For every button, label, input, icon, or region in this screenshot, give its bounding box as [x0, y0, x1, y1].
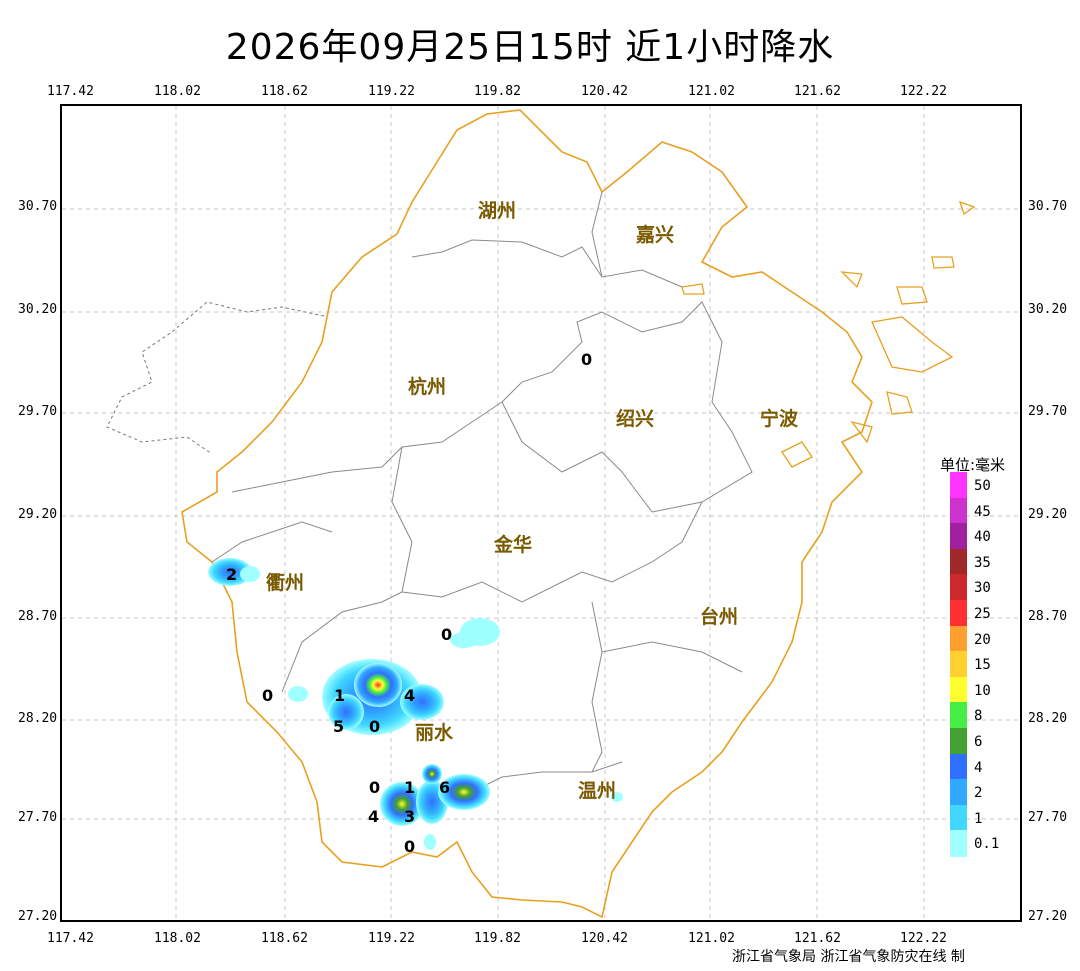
city-label-jiaxing: 嘉兴: [636, 224, 675, 246]
lon-tick-top: 119.82: [474, 84, 521, 99]
city-label-wenzhou: 温州: [578, 780, 617, 802]
lon-tick-top: 117.42: [47, 84, 94, 99]
lat-tick-left: 27.70: [18, 810, 58, 825]
station-value: 5: [333, 717, 345, 736]
lat-tick-left: 30.70: [18, 199, 58, 214]
lat-tick-left: 28.20: [18, 711, 58, 726]
station-value: 4: [404, 686, 416, 705]
lat-tick-left: 29.20: [18, 507, 58, 522]
city-label-quzhou: 衢州: [266, 572, 305, 594]
legend-swatch: [950, 548, 967, 576]
station-value: 0: [581, 350, 593, 369]
station-value: 3: [404, 807, 416, 826]
legend-swatch: [950, 702, 967, 729]
lon-tick-bottom: 118.02: [154, 931, 201, 946]
legend-swatch: [950, 830, 967, 857]
lon-tick-bottom: 120.42: [581, 931, 628, 946]
precip-areas: [208, 558, 623, 850]
islands: [681, 200, 976, 468]
graticule: [62, 106, 1020, 920]
station-value: 0: [404, 837, 416, 856]
credit-text: 浙江省气象局 浙江省气象防灾在线 制: [732, 949, 965, 965]
lat-tick-right: 30.70: [1028, 199, 1068, 214]
legend-label: 40: [974, 529, 991, 546]
station-value: 0: [441, 625, 453, 644]
legend-swatch: [950, 523, 967, 550]
lat-tick-right: 30.20: [1028, 302, 1068, 317]
legend-label: 20: [974, 631, 991, 648]
lon-tick-top: 119.22: [368, 84, 415, 99]
map-title: 2026年09月25日15时 近1小时降水: [225, 27, 835, 68]
lat-tick-right: 28.70: [1028, 609, 1068, 624]
legend-swatch: [950, 676, 967, 704]
lat-tick-left: 27.20: [18, 909, 58, 924]
city-label-hangzhou: 杭州: [408, 376, 447, 398]
legend-label: 1: [974, 810, 983, 827]
city-label-ningbo: 宁波: [760, 408, 799, 430]
city-boundaries: [211, 191, 753, 793]
city-label-lishui: 丽水: [415, 722, 454, 744]
legend-swatch: [950, 804, 967, 832]
lat-tick-left: 29.70: [18, 404, 58, 419]
map-canvas: [62, 106, 1020, 920]
legend-label: 35: [974, 554, 991, 571]
legend-label: 50: [974, 478, 991, 494]
lon-tick-top: 121.02: [688, 84, 735, 99]
legend-swatch: [950, 574, 967, 601]
lat-tick-right: 29.70: [1028, 404, 1068, 419]
lon-tick-bottom: 122.22: [900, 931, 947, 946]
station-value: 2: [226, 565, 238, 584]
legend-swatch: [950, 779, 967, 806]
station-value: 0: [262, 686, 274, 705]
legend-swatch: [950, 625, 967, 653]
lon-tick-top: 118.62: [261, 84, 308, 99]
legend-label: 10: [974, 682, 991, 699]
city-label-shaoxing: 绍兴: [616, 408, 655, 430]
neighbor-border: [106, 301, 325, 455]
legend-swatch: [950, 600, 967, 627]
legend-swatch: [950, 753, 967, 781]
lat-tick-right: 27.70: [1028, 810, 1068, 825]
legend-label: 8: [974, 708, 983, 725]
province-outline: [181, 109, 873, 919]
legend-title: 单位:毫米: [940, 456, 1006, 474]
lat-tick-right: 29.20: [1028, 507, 1068, 522]
lon-tick-bottom: 118.62: [261, 931, 308, 946]
lon-tick-top: 120.42: [581, 84, 628, 99]
legend-label: 30: [974, 580, 991, 597]
legend-label: 6: [974, 734, 983, 750]
legend-label: 45: [974, 503, 991, 520]
station-value: 0: [369, 717, 381, 736]
lat-tick-right: 28.20: [1028, 711, 1068, 726]
lat-tick-right: 27.20: [1028, 909, 1068, 924]
station-value: 1: [404, 778, 416, 797]
station-value: 0: [369, 778, 381, 797]
station-value: 6: [439, 778, 451, 797]
legend-swatch: [950, 651, 967, 678]
legend-swatch: [950, 728, 967, 755]
station-value: 4: [368, 807, 380, 826]
city-label-jinhua: 金华: [494, 534, 533, 556]
map-frame: [60, 104, 1022, 922]
lon-tick-bottom: 121.62: [794, 931, 841, 946]
lat-tick-left: 30.20: [18, 302, 58, 317]
city-label-taizhou: 台州: [700, 606, 739, 628]
lon-tick-bottom: 119.22: [368, 931, 415, 946]
city-label-huzhou: 湖州: [478, 200, 517, 222]
legend-label: 4: [974, 759, 983, 776]
lon-tick-bottom: 117.42: [47, 931, 94, 946]
legend-label: 2: [974, 785, 983, 802]
lon-tick-bottom: 121.02: [688, 931, 735, 946]
lon-tick-top: 122.22: [900, 84, 947, 99]
lat-tick-left: 28.70: [18, 609, 58, 624]
legend-label: 0.1: [974, 836, 1000, 853]
lon-tick-top: 121.62: [794, 84, 841, 99]
lon-tick-top: 118.02: [154, 84, 201, 99]
legend-swatch: [950, 497, 967, 525]
legend-label: 15: [974, 657, 991, 674]
lon-tick-bottom: 119.82: [474, 931, 521, 946]
station-value: 1: [334, 686, 346, 705]
legend-label: 25: [974, 606, 991, 622]
legend-swatch: [950, 472, 967, 499]
